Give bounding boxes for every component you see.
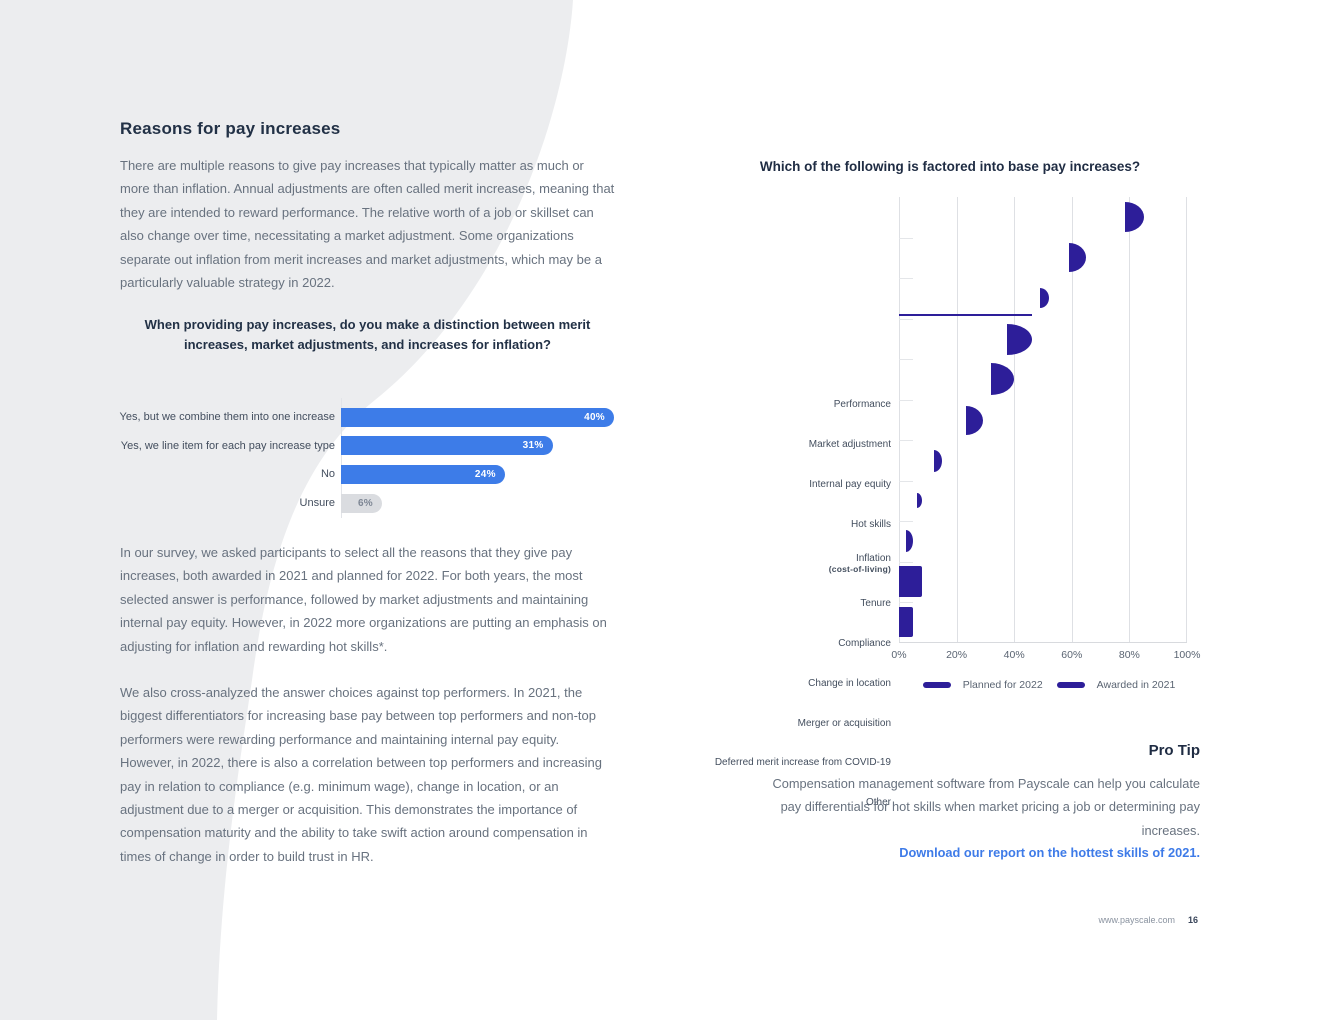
row-tick (899, 521, 913, 522)
x-axis-ticks: 0% 20% 40% 60% 80% 100% (891, 649, 1200, 663)
pro-tip-heading: Pro Tip (1148, 742, 1200, 759)
bar-value-label: 6% (357, 497, 373, 509)
x-tick: 100% (1173, 649, 1201, 661)
bar-unsure: 6% (341, 493, 382, 513)
bar-cap-inflation (991, 363, 1015, 395)
left-bar-chart: Yes, but we combine them into one increa… (120, 403, 620, 517)
x-tick: 40% (1003, 649, 1025, 661)
row-tick (899, 480, 913, 482)
bar-value-label: 24% (474, 468, 496, 480)
bar-label: Yes, we line item for each pay increase … (120, 439, 335, 452)
page-number: 16 (1188, 914, 1199, 925)
bar-row: No 24% (120, 460, 620, 489)
row-tick (899, 359, 913, 360)
bar-row: Yes, but we combine them into one increa… (120, 403, 620, 432)
pro-tip-text: Compensation management software from Pa… (772, 776, 1200, 838)
category-label: Performance (833, 399, 891, 410)
bar-cap-compliance (934, 450, 943, 472)
chart-category-labels: Performance Market adjustment Internal p… (690, 197, 891, 808)
x-tick: 0% (891, 649, 907, 661)
x-tick: 60% (1061, 649, 1083, 661)
gridline (956, 197, 958, 643)
row-tick (899, 237, 913, 239)
bar-cap-change-in-location (917, 493, 922, 508)
gridline (1071, 197, 1073, 643)
gridline (899, 197, 900, 643)
row-tick (899, 602, 913, 603)
row-tick (899, 318, 913, 320)
category-label: Change in location (808, 677, 891, 689)
bar-value-label: 31% (522, 440, 544, 452)
row-tick (899, 399, 913, 401)
survey-paragraph: In our survey, we asked participants to … (120, 545, 607, 654)
bar-cap-performance (1124, 202, 1144, 232)
row-tick (899, 278, 913, 279)
bar-cap-tenure (965, 406, 983, 435)
bar-label: Yes, but we combine them into one increa… (119, 411, 335, 423)
bar-cap-merger-or-acquisition (906, 530, 914, 552)
gridline (1186, 197, 1187, 643)
x-axis-line (899, 642, 1187, 643)
download-report-link[interactable]: Download our report on the hottest skill… (899, 845, 1200, 860)
bar-combine-one-increase: 40% (341, 407, 614, 427)
legend-item-planned-2022: Planned for 2022 (922, 679, 1043, 691)
bar-label: No (320, 468, 335, 481)
x-tick: 80% (1118, 649, 1140, 661)
gridline (1129, 197, 1131, 643)
bar-cap-internal-pay-equity (1039, 288, 1049, 308)
bar-line-item-each-type: 31% (341, 436, 553, 456)
legend-swatch (1056, 682, 1085, 688)
bar-row: Unsure 6% (120, 489, 620, 518)
category-label: Inflation (cost-of-living) (690, 553, 891, 575)
partial-bar-line (899, 314, 1032, 316)
chart-legend: Planned for 2022 Awarded in 2021 (899, 679, 1199, 691)
chart-plot-area (899, 197, 1187, 643)
bar-row: Yes, we line item for each pay increase … (120, 432, 620, 461)
category-label: Compliance (838, 638, 891, 649)
category-label: Merger or acquisition (797, 717, 891, 729)
bar-deferred-merit-increase (899, 566, 922, 597)
category-label: Hot skills (850, 518, 891, 530)
bar-other (899, 607, 914, 637)
x-tick: 20% (946, 649, 968, 661)
category-sublabel: (cost-of-living) (828, 564, 891, 574)
bar-cap-hot-skills (1006, 324, 1032, 355)
row-tick (899, 561, 913, 563)
bar-no: 24% (341, 464, 505, 484)
category-label: Internal pay equity (809, 478, 891, 490)
left-chart-axis-line (341, 398, 342, 518)
bar-cap-market-adjustment (1069, 243, 1087, 272)
chart-title: Which of the following is factored into … (759, 159, 1141, 174)
legend-label: Awarded in 2021 (1096, 679, 1176, 691)
category-label: Tenure (860, 598, 891, 609)
page-title: Reasons for pay increases (120, 119, 341, 138)
category-label: Deferred merit increase from COVID-19 (714, 757, 891, 768)
bar-value-label: 40% (584, 411, 605, 423)
gridline (1014, 197, 1016, 643)
legend-swatch (922, 682, 951, 688)
legend-label: Planned for 2022 (962, 679, 1043, 691)
category-label: Market adjustment (808, 439, 891, 450)
analysis-paragraph: We also cross-analyzed the answer choice… (120, 685, 602, 864)
bar-label: Unsure (299, 496, 335, 509)
category-label: Other (865, 797, 891, 808)
row-tick (899, 440, 913, 441)
legend-item-awarded-2021: Awarded in 2021 (1056, 679, 1176, 691)
footer-url: www.payscale.com (1098, 915, 1175, 925)
survey-question: When providing pay increases, do you mak… (144, 317, 591, 352)
intro-paragraph: There are multiple reasons to give pay i… (120, 158, 615, 291)
